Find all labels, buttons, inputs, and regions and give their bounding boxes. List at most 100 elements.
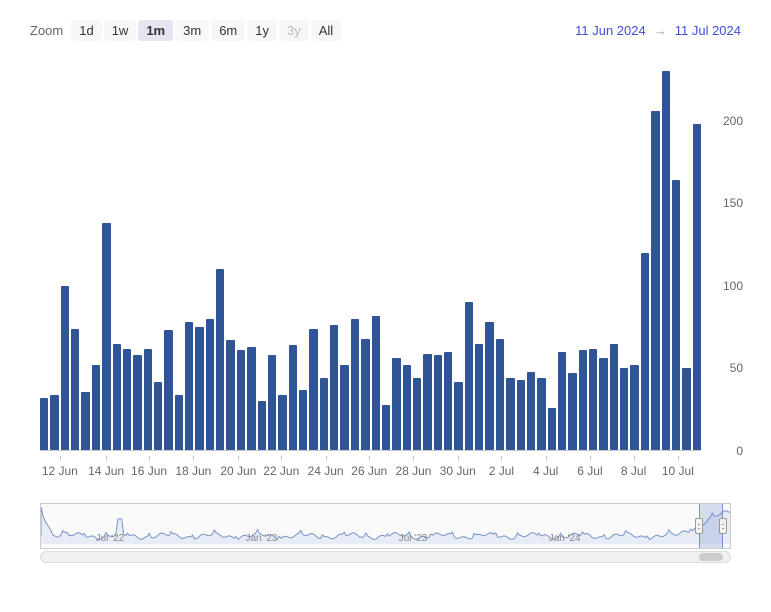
bar[interactable] xyxy=(558,352,566,451)
bar[interactable] xyxy=(226,340,234,451)
bar[interactable] xyxy=(206,319,214,451)
bar[interactable] xyxy=(268,355,276,451)
date-to[interactable]: 11 Jul 2024 xyxy=(675,23,741,38)
bars-container xyxy=(40,71,701,451)
bar[interactable] xyxy=(154,382,162,451)
zoom-1w-button[interactable]: 1w xyxy=(104,20,137,41)
bar[interactable] xyxy=(423,354,431,451)
bar[interactable] xyxy=(81,392,89,451)
bar[interactable] xyxy=(40,398,48,451)
x-tick-label: 26 Jun xyxy=(351,464,387,478)
bar[interactable] xyxy=(517,380,525,451)
navigator-grip-left[interactable] xyxy=(695,518,703,534)
x-tick-label: 4 Jul xyxy=(533,464,558,478)
x-tick-mark xyxy=(501,456,502,461)
x-tick-label: 2 Jul xyxy=(489,464,514,478)
bar[interactable] xyxy=(299,390,307,451)
bar[interactable] xyxy=(92,365,100,451)
x-tick-label: 30 Jun xyxy=(440,464,476,478)
navigator-selection[interactable] xyxy=(699,504,723,548)
zoom-all-button[interactable]: All xyxy=(311,20,341,41)
bar[interactable] xyxy=(454,382,462,451)
bar[interactable] xyxy=(289,345,297,451)
bar[interactable] xyxy=(651,111,659,451)
bar[interactable] xyxy=(102,223,110,451)
bar[interactable] xyxy=(403,365,411,451)
bar[interactable] xyxy=(392,358,400,451)
bar[interactable] xyxy=(475,344,483,451)
zoom-1m-button[interactable]: 1m xyxy=(138,20,173,41)
bar[interactable] xyxy=(258,401,266,451)
main-chart: 050100150200 12 Jun14 Jun16 Jun18 Jun20 … xyxy=(20,51,751,491)
bar[interactable] xyxy=(351,319,359,451)
bar[interactable] xyxy=(610,344,618,451)
bar[interactable] xyxy=(133,355,141,451)
bar[interactable] xyxy=(216,269,224,451)
x-tick-mark xyxy=(60,456,61,461)
x-tick-mark xyxy=(458,456,459,461)
x-baseline xyxy=(40,450,701,451)
bar[interactable] xyxy=(641,253,649,451)
bar[interactable] xyxy=(485,322,493,451)
bar[interactable] xyxy=(372,316,380,451)
x-tick-mark xyxy=(634,456,635,461)
bar[interactable] xyxy=(195,327,203,451)
bar[interactable] xyxy=(61,286,69,451)
navigator-scrollbar[interactable] xyxy=(40,551,731,563)
bar[interactable] xyxy=(320,378,328,451)
bar[interactable] xyxy=(434,355,442,451)
bar[interactable] xyxy=(413,378,421,451)
range-navigator[interactable]: Jul '22Jan '23Jul '23Jan '24 xyxy=(40,503,731,549)
bar[interactable] xyxy=(237,350,245,451)
bar[interactable] xyxy=(465,302,473,451)
bar[interactable] xyxy=(548,408,556,451)
date-from[interactable]: 11 Jun 2024 xyxy=(575,23,646,38)
bar[interactable] xyxy=(662,71,670,451)
bar[interactable] xyxy=(620,368,628,451)
bar[interactable] xyxy=(175,395,183,451)
navigator-label: Jan '24 xyxy=(549,533,581,544)
bar[interactable] xyxy=(506,378,514,451)
bar[interactable] xyxy=(278,395,286,451)
plot-area xyxy=(40,71,701,451)
bar[interactable] xyxy=(164,330,172,451)
bar[interactable] xyxy=(599,358,607,451)
x-tick-label: 12 Jun xyxy=(42,464,78,478)
bar[interactable] xyxy=(340,365,348,451)
bar[interactable] xyxy=(330,325,338,451)
zoom-label: Zoom xyxy=(30,23,63,38)
navigator-label: Jul '23 xyxy=(399,533,428,544)
bar[interactable] xyxy=(672,180,680,451)
bar[interactable] xyxy=(361,339,369,451)
bar[interactable] xyxy=(382,405,390,451)
zoom-3m-button[interactable]: 3m xyxy=(175,20,209,41)
scrollbar-thumb[interactable] xyxy=(699,553,723,561)
bar[interactable] xyxy=(123,349,131,451)
bar[interactable] xyxy=(113,344,121,451)
x-tick-mark xyxy=(413,456,414,461)
bar[interactable] xyxy=(630,365,638,451)
bar[interactable] xyxy=(579,350,587,451)
bar[interactable] xyxy=(185,322,193,451)
bar[interactable] xyxy=(144,349,152,451)
bar[interactable] xyxy=(50,395,58,451)
bar[interactable] xyxy=(444,352,452,451)
bar[interactable] xyxy=(527,372,535,451)
bar[interactable] xyxy=(589,349,597,451)
bar[interactable] xyxy=(71,329,79,451)
zoom-1d-button[interactable]: 1d xyxy=(71,20,101,41)
bar[interactable] xyxy=(568,373,576,451)
bar[interactable] xyxy=(247,347,255,451)
y-axis: 050100150200 xyxy=(706,71,751,451)
bar[interactable] xyxy=(693,124,701,451)
bar[interactable] xyxy=(309,329,317,451)
zoom-1y-button[interactable]: 1y xyxy=(247,20,277,41)
bar[interactable] xyxy=(682,368,690,451)
navigator-grip-right[interactable] xyxy=(719,518,727,534)
bar[interactable] xyxy=(496,339,504,451)
y-tick-label: 200 xyxy=(723,114,743,128)
y-tick-label: 100 xyxy=(723,279,743,293)
bar[interactable] xyxy=(537,378,545,451)
navigator-label: Jul '22 xyxy=(96,533,125,544)
zoom-6m-button[interactable]: 6m xyxy=(211,20,245,41)
